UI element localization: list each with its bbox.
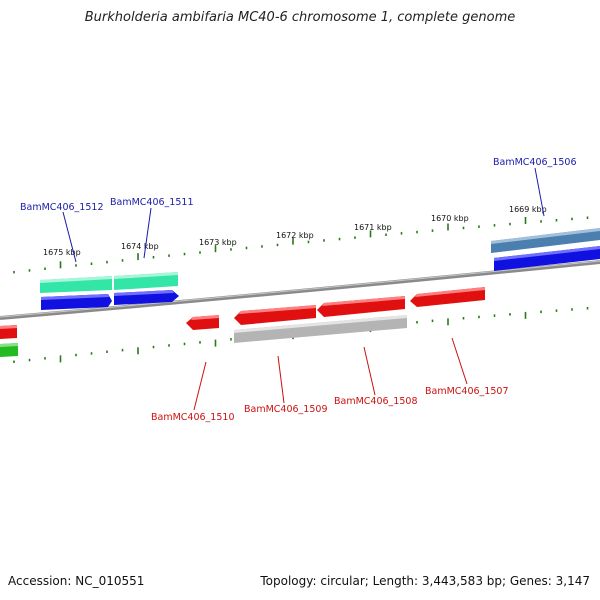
gene-1508-gray[interactable] [234, 315, 407, 343]
gene-label-1509[interactable]: BamMC406_1509 [244, 404, 327, 415]
chromosome-backbone [0, 260, 600, 320]
gene-labels: BamMC406_1512 BamMC406_1511 BamMC406_150… [20, 157, 576, 423]
scale-labels: 1675 kbp 1674 kbp 1673 kbp 1672 kbp 1671… [43, 205, 547, 257]
scale-label-1675: 1675 kbp [43, 248, 81, 257]
gene-1508-cds[interactable] [317, 296, 405, 317]
gene-label-1508[interactable]: BamMC406_1508 [334, 396, 417, 407]
gene-1506-cds[interactable] [494, 246, 600, 271]
scale-label-1673: 1673 kbp [199, 238, 237, 247]
topology-text: Topology: circular; Length: 3,443,583 bp… [260, 574, 590, 588]
scale-ticks-top [13, 216, 589, 274]
map-title: Burkholderia ambifaria MC40-6 chromosome… [84, 10, 516, 25]
leader-lines [62, 167, 545, 411]
gene-label-1507[interactable]: BamMC406_1507 [425, 386, 508, 397]
gene-1507-cds[interactable] [410, 287, 485, 307]
scale-label-1672: 1672 kbp [276, 231, 314, 240]
gene-label-1512[interactable]: BamMC406_1512 [20, 202, 103, 213]
gene-label-1511[interactable]: BamMC406_1511 [110, 197, 193, 208]
gene-label-1506[interactable]: BamMC406_1506 [493, 157, 576, 168]
reverse-features [0, 287, 485, 357]
scale-label-1670: 1670 kbp [431, 214, 469, 223]
scale-label-1669: 1669 kbp [509, 205, 547, 214]
scale-label-1671: 1671 kbp [354, 223, 392, 232]
gene-label-1510[interactable]: BamMC406_1510 [151, 412, 234, 423]
scale-label-1674: 1674 kbp [121, 242, 159, 251]
accession-text: Accession: NC_010551 [8, 574, 145, 588]
forward-features [40, 228, 600, 310]
